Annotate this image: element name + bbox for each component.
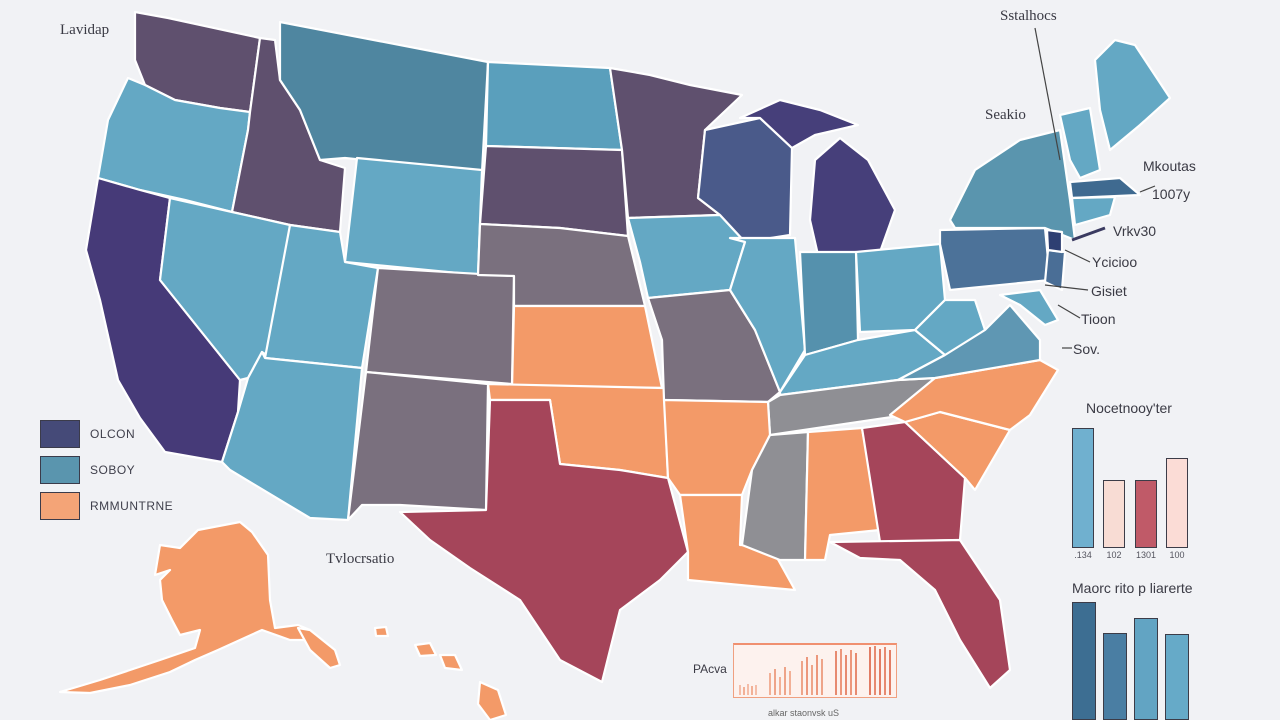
bar-chart-top-right: Nocetnooy'ter .134 102 1301 100 — [1068, 400, 1208, 560]
state-georgia[interactable] — [860, 420, 967, 544]
leader-line — [1071, 226, 1106, 242]
state-texas[interactable] — [398, 398, 690, 684]
label-ne-6: Tioon — [1081, 311, 1116, 327]
state-illinois[interactable] — [728, 236, 807, 394]
state-arizona[interactable] — [220, 350, 364, 522]
state-new-jersey[interactable] — [1043, 248, 1067, 292]
label-ne-4: Ycicioo — [1092, 254, 1138, 270]
chart-plot — [1070, 602, 1210, 720]
leader-line — [1034, 27, 1061, 161]
legend-swatch — [40, 456, 80, 484]
state-massachusetts[interactable] — [1068, 176, 1142, 200]
label-ne-5: Gisiet — [1091, 283, 1127, 299]
legend-label: OLCON — [90, 427, 136, 441]
label-ne-2: 1007y — [1152, 186, 1191, 202]
leader-line — [1044, 284, 1089, 291]
state-louisiana[interactable] — [678, 493, 797, 592]
state-hawaii-big[interactable] — [476, 680, 508, 720]
state-south-dakota[interactable] — [478, 144, 630, 238]
legend-swatch — [40, 492, 80, 520]
chart-bar — [1134, 618, 1158, 720]
state-new-mexico[interactable] — [346, 370, 490, 522]
state-colorado[interactable] — [364, 266, 516, 386]
legend-item: RMMUNTRNE — [40, 488, 173, 524]
state-connecticut-ri[interactable] — [1070, 195, 1117, 227]
label-ne-1: Mkoutas — [1143, 158, 1196, 174]
chart-bar — [1135, 480, 1157, 548]
bar-label: 100 — [1169, 550, 1185, 560]
chart-title: PAcva — [693, 662, 727, 676]
chart-bar — [1072, 428, 1094, 548]
legend-item: SOBOY — [40, 452, 173, 488]
histogram-bars — [739, 646, 891, 695]
chart-bar — [1103, 633, 1127, 720]
map-legend: OLCON SOBOY RMMUNTRNE — [40, 416, 173, 524]
label-ne-7: Sov. — [1073, 341, 1100, 357]
leader-line — [1139, 185, 1156, 193]
state-nj-north[interactable] — [1045, 228, 1064, 254]
legend-label: RMMUNTRNE — [90, 499, 174, 513]
state-arkansas[interactable] — [662, 398, 772, 497]
label-ne-3: Vrkv30 — [1113, 223, 1157, 239]
state-north-dakota[interactable] — [484, 60, 624, 152]
state-pennsylvania[interactable] — [938, 226, 1052, 292]
chart-title: Maorc rito p liarerte — [1072, 580, 1193, 596]
leader-line — [1064, 249, 1091, 263]
state-iowa[interactable] — [626, 213, 747, 300]
leader-line — [1057, 304, 1081, 319]
chart-bar — [1166, 458, 1188, 548]
chart-bar — [1072, 602, 1096, 720]
chart-bar — [1103, 480, 1125, 548]
chart-bar — [1165, 634, 1189, 720]
state-maine[interactable] — [1093, 38, 1172, 152]
state-maryland-delaware[interactable] — [998, 288, 1060, 327]
state-michigan[interactable] — [808, 136, 897, 257]
state-wyoming[interactable] — [343, 156, 484, 277]
legend-label: SOBOY — [90, 463, 136, 477]
state-michigan-up[interactable] — [738, 98, 860, 150]
legend-swatch — [40, 420, 80, 448]
bar-label: .134 — [1074, 550, 1092, 560]
bar-label: 1301 — [1135, 550, 1157, 560]
state-florida[interactable] — [828, 538, 1012, 690]
bar-chart-bottom-right: Maorc rito p liarerte — [1070, 580, 1210, 720]
label-top-left: Lavidap — [60, 22, 110, 38]
bar-label: 102 — [1106, 550, 1122, 560]
legend-item: OLCON — [40, 416, 173, 452]
state-new-york[interactable] — [948, 128, 1077, 242]
label-new-england: Seakio — [985, 107, 1026, 123]
histogram-bottom-center — [733, 643, 897, 698]
state-vermont-nh[interactable] — [1058, 106, 1102, 180]
state-hawaii-1[interactable] — [373, 625, 390, 638]
histogram-xlabel: alkar staonvsk uS — [768, 708, 840, 718]
state-hawaii-3[interactable] — [438, 653, 464, 672]
state-indiana[interactable] — [798, 250, 860, 357]
state-hawaii-2[interactable] — [413, 641, 438, 658]
state-alaska-panhandle[interactable] — [296, 626, 342, 670]
chart-title: Nocetnooy'ter — [1086, 400, 1172, 416]
chart-plot — [1068, 428, 1208, 548]
label-gulf: Tvlocrsatio — [326, 551, 395, 567]
label-top-right: Sstalhocs — [1000, 8, 1057, 24]
state-kansas[interactable] — [510, 304, 664, 390]
state-virginia[interactable] — [896, 303, 1042, 382]
state-alaska[interactable] — [58, 520, 312, 695]
